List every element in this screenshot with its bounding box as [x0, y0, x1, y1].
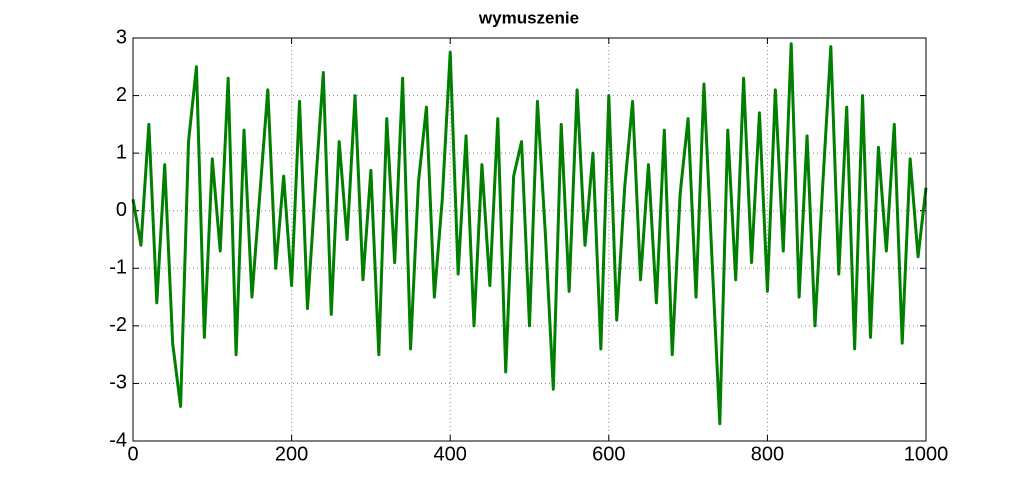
y-tick-label: 2: [116, 84, 127, 106]
x-tick-label: 200: [275, 443, 308, 465]
data-line: [131, 42, 928, 426]
chart-title: wymuszenie: [478, 8, 579, 27]
x-tick-label: 800: [751, 443, 784, 465]
x-tick-label: 0: [127, 443, 138, 465]
x-tick-label: 400: [434, 443, 467, 465]
y-tick-label: 3: [116, 26, 127, 48]
y-tick-label: 1: [116, 141, 127, 163]
x-tick-label: 1000: [904, 443, 949, 465]
y-tick-label: 0: [116, 199, 127, 221]
y-tick-label: -2: [109, 314, 127, 336]
y-tick-label: -4: [109, 429, 127, 451]
y-tick-label: -1: [109, 257, 127, 279]
y-tick-label: -3: [109, 372, 127, 394]
x-tick-label: 600: [592, 443, 625, 465]
axes-box: [132, 37, 927, 442]
